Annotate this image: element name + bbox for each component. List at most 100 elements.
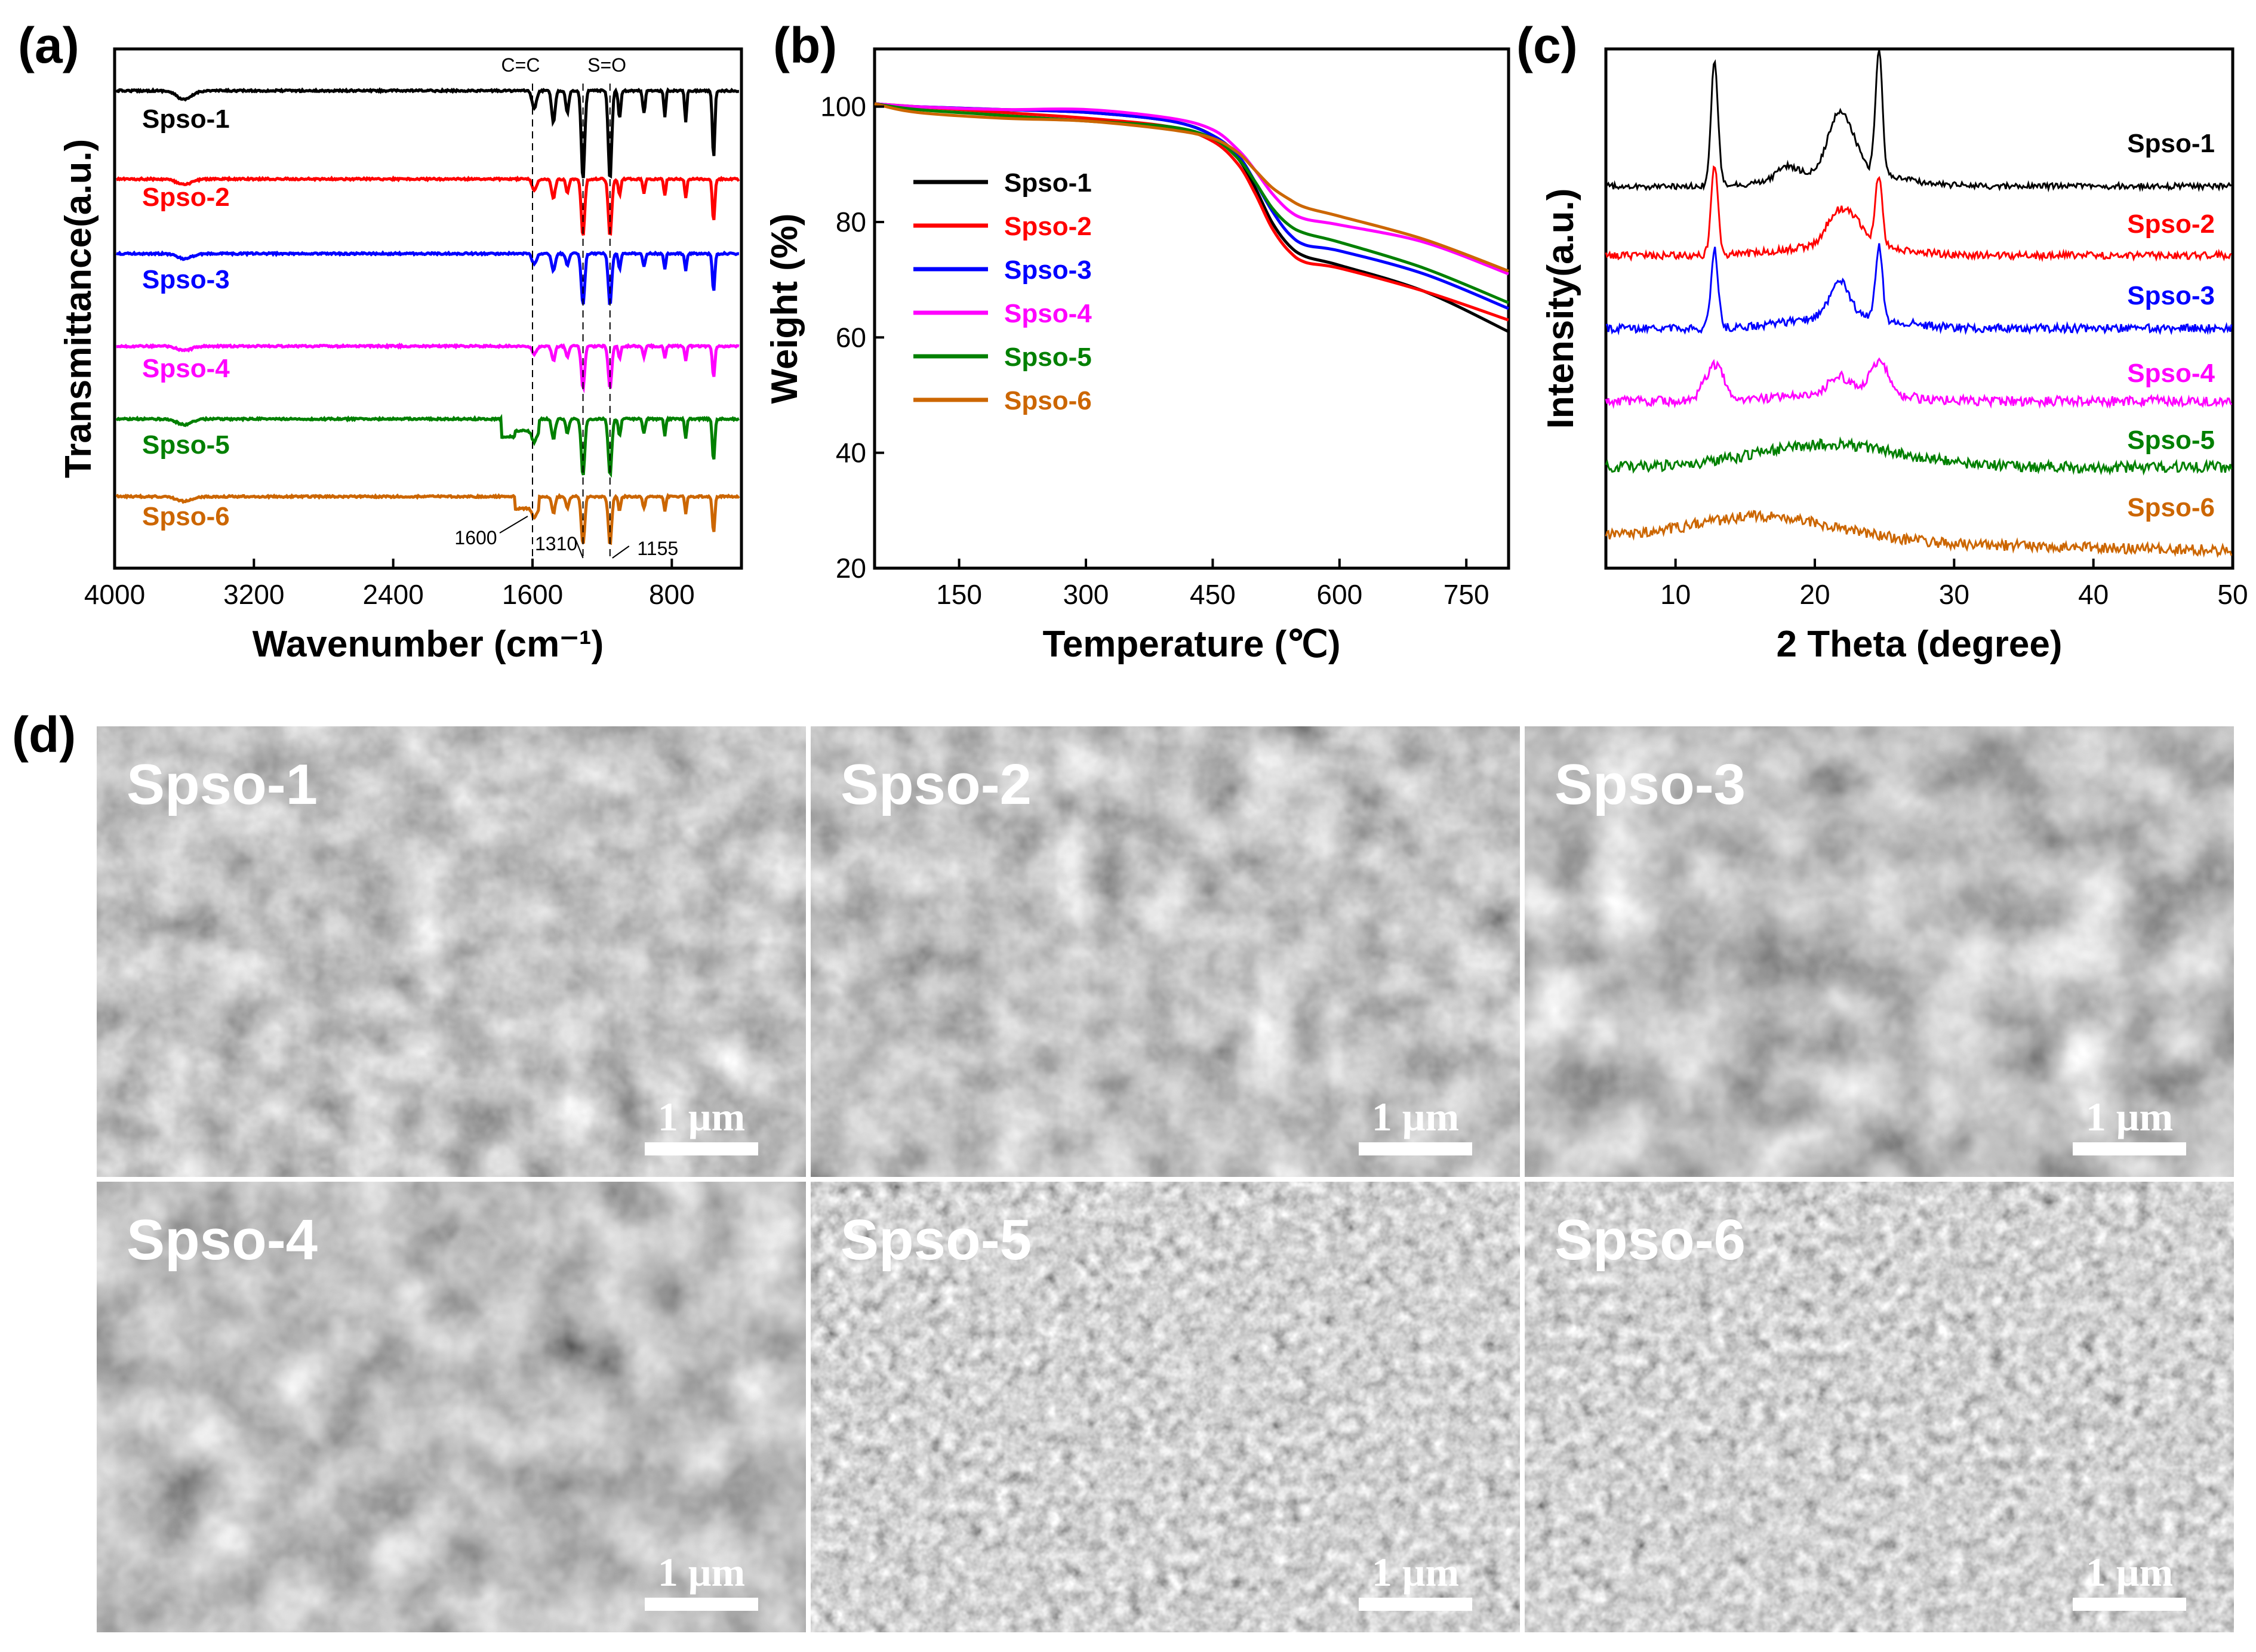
panel-b-x-tick-label: 300 — [1063, 579, 1109, 610]
panel-c-series-labels: Spso-1 Spso-2 Spso-3 Spso-4 Spso-5 Spso-6 — [2127, 129, 2215, 522]
sem-image-label: Spso-6 — [1555, 1208, 1746, 1272]
panel-b-x-tick-label: 450 — [1190, 579, 1236, 610]
sem-image-texture — [97, 1182, 806, 1632]
panel-a-x-ticks: 4000 3200 2400 1600 800 — [84, 559, 695, 610]
sem-image-label: Spso-5 — [841, 1208, 1032, 1272]
panel-a-series-line — [115, 414, 740, 478]
sem-scale-bar — [645, 1142, 758, 1155]
panel-a-band-label: S=O — [587, 54, 626, 76]
sem-image: Spso-6 1 μm — [1525, 1182, 2234, 1632]
panel-c-letter: (c) — [1516, 17, 1578, 73]
panel-b-y-tick-label: 40 — [836, 437, 866, 469]
panel-b-legend-label: Spso-2 — [1004, 212, 1092, 241]
panel-c-x-tick-label: 40 — [2078, 579, 2109, 610]
panel-a-series-label: Spso-1 — [142, 104, 230, 134]
panel-b-x-tick-label: 600 — [1316, 579, 1362, 610]
panel-a-guide-lines — [532, 84, 611, 561]
panel-a-series-line — [116, 342, 740, 394]
sem-scale-bar-label: 1 μm — [2086, 1549, 2173, 1595]
sem-scale-bar — [1359, 1598, 1472, 1611]
panel-b-y-tick-label: 20 — [836, 553, 866, 584]
panel-c-y-axis-label: Intensity(a.u.) — [1540, 188, 1581, 429]
sem-image-label: Spso-3 — [1555, 753, 1746, 816]
sem-image-label: Spso-2 — [841, 753, 1032, 816]
panel-a-band-label: C=C — [501, 54, 540, 76]
sem-image-grid: Spso-1 1 μm Spso-2 1 μm Spso-3 1 μm Spso-4 1 μm… — [97, 726, 2234, 1632]
panel-c-x-tick-label: 50 — [2217, 579, 2248, 610]
panel-d-letter: (d) — [12, 707, 76, 763]
panel-b-series-line — [874, 102, 1509, 322]
panel-b-series-line — [874, 102, 1509, 273]
panel-a-peak-label: 1310 — [535, 533, 577, 554]
panel-c-series-line — [1605, 436, 2233, 476]
sem-image-texture — [97, 726, 806, 1177]
panel-b-legend: Spso-1 Spso-2 Spso-3 Spso-4 Spso-5 Spso-6 — [913, 168, 1092, 415]
sem-scale-bar-label: 1 μm — [2086, 1094, 2173, 1139]
panel-a-series-label: Spso-2 — [142, 183, 230, 212]
panel-b-series-line — [874, 102, 1509, 276]
sem-image-label: Spso-4 — [127, 1208, 318, 1272]
panel-a-x-tick-label: 3200 — [223, 579, 284, 610]
panel-a-peak-label: 1155 — [637, 538, 678, 559]
panel-b-legend-label: Spso-3 — [1004, 255, 1092, 285]
panel-b-x-tick-label: 150 — [936, 579, 982, 610]
panel-b-x-tick-label: 750 — [1444, 579, 1489, 610]
panel-c-x-ticks: 10 20 30 40 50 — [1660, 559, 2248, 610]
panel-c-series-label: Spso-6 — [2127, 493, 2215, 522]
panel-b-x-axis-label: Temperature (℃) — [1042, 624, 1340, 665]
panel-b-y-ticks: 20 40 60 80 100 — [820, 91, 884, 584]
panel-b-legend-label: Spso-6 — [1004, 386, 1092, 415]
panel-a-series-label: Spso-6 — [142, 502, 230, 531]
panel-b-x-ticks: 150 300 450 600 750 — [936, 559, 1489, 610]
sem-image-texture — [1525, 1182, 2234, 1632]
panel-a-annotations: C=C S=O 1600 1310 1155 — [454, 54, 678, 559]
panel-c-x-tick-label: 30 — [1939, 579, 1969, 610]
sem-image: Spso-4 1 μm — [97, 1182, 806, 1632]
panel-a-peak-arrow — [575, 540, 584, 559]
panel-a-series-line — [116, 250, 739, 306]
sem-scale-bar-label: 1 μm — [658, 1549, 745, 1595]
panel-a-series-line — [116, 175, 740, 236]
panel-c-series-label: Spso-2 — [2127, 209, 2215, 239]
sem-image: Spso-2 1 μm — [811, 726, 1520, 1177]
panel-c-xrd: (c) 10 20 30 40 50 Spso-1Spso-2Spso-3Spso-4S… — [1516, 17, 2248, 665]
sem-image-texture — [811, 1182, 1520, 1632]
sem-image: Spso-5 1 μm — [811, 1182, 1520, 1632]
panel-c-plot-frame — [1604, 47, 2235, 570]
panel-a-peak-arrow — [612, 545, 630, 559]
panel-b-legend-label: Spso-5 — [1004, 343, 1092, 372]
sem-scale-bar-label: 1 μm — [1372, 1094, 1459, 1139]
panel-a-series-label: Spso-4 — [142, 354, 230, 383]
sem-image-texture — [1525, 726, 2234, 1177]
panel-a-x-tick-label: 800 — [649, 579, 695, 610]
sem-scale-bar — [2073, 1142, 2186, 1155]
panel-c-curves — [1605, 50, 2233, 558]
panel-a-series-labels: Spso-1 Spso-2 Spso-3 Spso-4 Spso-5 Spso-6 — [142, 104, 230, 531]
sem-image: Spso-1 1 μm — [97, 726, 806, 1177]
panel-a-series-label: Spso-3 — [142, 265, 230, 294]
sem-image-label: Spso-1 — [127, 753, 318, 816]
sem-scale-bar-label: 1 μm — [658, 1094, 745, 1139]
panel-c-series-line — [1605, 50, 2232, 193]
panel-c-series-line — [1605, 243, 2233, 335]
panel-a-y-axis-label: Transmittance(a.u.) — [58, 139, 99, 478]
sem-image-texture — [811, 726, 1520, 1177]
panel-c-series-line — [1605, 165, 2232, 263]
panel-a-peak-label: 1600 — [454, 527, 497, 548]
panel-b-series-line — [874, 102, 1509, 304]
sem-scale-bar-label: 1 μm — [1372, 1549, 1459, 1595]
sem-scale-bar — [2073, 1598, 2186, 1611]
panel-a-x-tick-label: 1600 — [502, 579, 563, 610]
panel-a-series-line — [115, 492, 740, 545]
panel-b-series-line — [874, 102, 1510, 333]
panel-b-y-tick-label: 60 — [836, 322, 866, 353]
panel-a-letter: (a) — [18, 17, 79, 73]
panel-c-x-tick-label: 10 — [1660, 579, 1691, 610]
panel-c-series-line — [1605, 357, 2233, 409]
panel-b-legend-label: Spso-4 — [1004, 299, 1092, 328]
panel-a-ftir: (a) 4000 3200 2400 1600 800 Spso-1Spso-2Spso… — [18, 17, 743, 665]
panel-b-letter: (b) — [773, 17, 837, 73]
